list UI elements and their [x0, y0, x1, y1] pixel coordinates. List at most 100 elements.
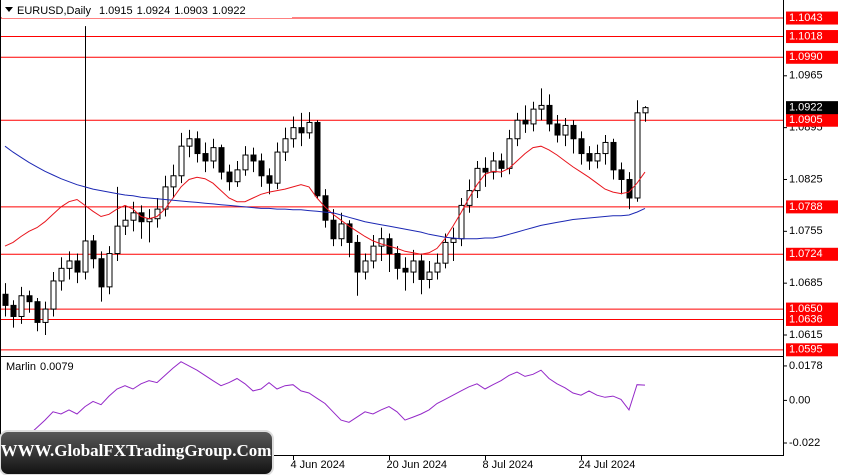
candle-body — [514, 119, 521, 140]
x-tick-label: 20 Jun 2024 — [387, 459, 448, 471]
candle-body — [362, 260, 369, 273]
candle-body — [506, 138, 513, 169]
candle-body — [50, 280, 57, 310]
candle-body — [178, 145, 185, 177]
levels-layer — [0, 17, 783, 351]
candle-body — [266, 175, 273, 184]
candle-body — [170, 175, 177, 188]
candle-body — [442, 241, 449, 264]
symbol: EURUSD,Daily — [17, 5, 91, 17]
y-tick-label: -0.022 — [789, 437, 820, 449]
candle-body — [194, 138, 201, 155]
candle-body — [338, 223, 345, 240]
candle-body — [522, 119, 529, 125]
candle-body — [418, 260, 425, 280]
candle-body — [242, 154, 249, 171]
level-tag — [786, 30, 838, 44]
candle-body — [450, 238, 457, 243]
candle-body — [98, 258, 105, 288]
candle-body — [258, 160, 265, 177]
candle-body — [562, 124, 569, 136]
candle-body — [474, 167, 481, 192]
candle-body — [186, 138, 193, 147]
level-tag — [786, 247, 838, 261]
candle-body — [2, 293, 9, 306]
collapse-icon — [5, 7, 13, 12]
x-tick-label: 4 Jun 2024 — [291, 459, 345, 471]
candle-body — [434, 262, 441, 273]
price-tag — [786, 101, 838, 115]
watermark-box — [0, 430, 274, 475]
candle-body — [498, 160, 505, 169]
level-label: 1.1043 — [789, 12, 823, 24]
price-label: 1.0922 — [789, 102, 823, 114]
level-tag — [786, 312, 838, 326]
candle-body — [122, 219, 129, 227]
candle-body — [18, 295, 25, 317]
candle-body — [346, 223, 353, 243]
candle-body — [370, 245, 377, 262]
axis-layer: 1.09651.08951.08251.07551.06851.06151.10… — [291, 11, 838, 471]
candle-body — [634, 112, 641, 199]
candle-body — [290, 127, 297, 140]
candle-body — [82, 240, 89, 273]
y-tick-label: 1.0615 — [789, 329, 823, 341]
candle-body — [586, 153, 593, 162]
candle-body — [106, 253, 113, 288]
oscillator-name: Marlin — [6, 361, 36, 373]
candle-body — [490, 160, 497, 173]
candle-body — [130, 212, 137, 221]
candle-body — [250, 154, 257, 162]
candle-body — [282, 138, 289, 153]
oscillator-header: Marlin 0.0079 — [6, 361, 74, 373]
level-tag — [786, 50, 838, 64]
candle-body — [42, 308, 49, 323]
candle-body — [426, 271, 433, 280]
level-label: 1.0650 — [789, 303, 823, 315]
candle-body — [538, 104, 545, 110]
oscillator-value: 0.0079 — [40, 361, 74, 373]
y-tick-label: 1.0965 — [789, 70, 823, 82]
oscillator-line — [4, 361, 646, 449]
moving-average — [4, 145, 646, 240]
level-tag — [786, 113, 838, 127]
level-label: 1.0788 — [789, 201, 823, 213]
candle-body — [314, 121, 321, 197]
header-low: 1.0903 — [174, 5, 208, 17]
level-tag — [786, 343, 838, 357]
candle-body — [58, 267, 65, 282]
candle-body — [66, 260, 73, 269]
main-layer — [2, 26, 649, 336]
x-tick-label: 24 Jul 2024 — [579, 459, 636, 471]
candle-body — [74, 260, 81, 273]
candle-body — [146, 218, 153, 223]
watermark: WWW.GlobalFXTradingGroup.Com — [1, 441, 272, 460]
candle-body — [578, 138, 585, 155]
level-tag — [786, 11, 838, 25]
y-tick-label: 1.0755 — [789, 225, 823, 237]
candle-body — [570, 124, 577, 140]
candle-body — [210, 147, 217, 162]
candle-body — [90, 240, 97, 260]
level-label: 1.0636 — [789, 313, 823, 325]
candle-body — [226, 171, 233, 183]
level-label: 1.0724 — [789, 248, 823, 260]
candle-body — [482, 167, 489, 173]
candle-body — [610, 141, 617, 171]
x-tick-label: 8 Jul 2024 — [483, 459, 534, 471]
candle-body — [202, 153, 209, 162]
candle-body — [274, 151, 281, 184]
candle-body — [218, 147, 225, 173]
candle-body — [546, 104, 553, 125]
y-tick-label: 0.00 — [789, 394, 810, 406]
oscillator-layer — [4, 361, 646, 449]
candle-body — [410, 260, 417, 273]
candle-body — [530, 108, 537, 125]
candle-body — [402, 267, 409, 273]
candle-body — [34, 301, 41, 323]
candle-body — [26, 295, 33, 303]
candle-body — [114, 225, 121, 255]
level-label: 1.1018 — [789, 30, 823, 42]
